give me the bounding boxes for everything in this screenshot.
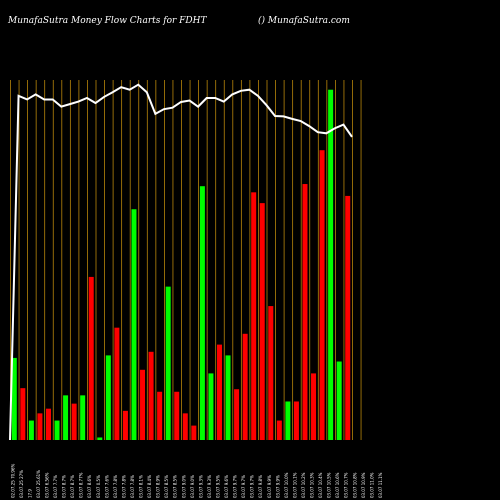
bar	[165, 286, 171, 440]
bar	[345, 195, 351, 440]
x-tick-label: 03.07 9.6%	[224, 475, 229, 498]
x-tick-label: 03.07 8.1%	[139, 475, 144, 498]
bar	[63, 395, 69, 440]
bar	[182, 413, 188, 440]
bar	[114, 327, 120, 440]
x-tick-label: 03.07 9.9%	[267, 475, 272, 498]
x-tick-label: 03.07 9.7%	[250, 475, 255, 498]
x-tick-label: 03.07 10.8%	[352, 472, 357, 498]
bar	[293, 401, 299, 440]
bar	[319, 150, 325, 440]
x-tick-label: 03.07 9.3%	[207, 475, 212, 498]
bar	[97, 437, 103, 440]
x-tick-label: 03.07 8.77%	[79, 472, 84, 498]
x-tick-label: 17.9	[27, 489, 32, 498]
bar	[45, 408, 51, 440]
bar	[105, 355, 111, 440]
bar	[71, 403, 77, 440]
bar	[131, 209, 137, 440]
x-tick-labels: 02.07.25 70.96% 03.07.25 27% 17.9 03.07 25.…	[10, 463, 383, 498]
x-tick-label: 03.07 10.0%	[284, 472, 289, 498]
money-flow-line-path	[9, 83, 353, 441]
bar	[157, 391, 163, 440]
x-tick-label: 03.07 8.6%	[87, 475, 92, 498]
x-tick-label: 03.07 8.9%	[156, 475, 161, 498]
bar	[268, 306, 274, 440]
bar	[216, 344, 222, 440]
bar	[311, 373, 317, 440]
bar	[328, 89, 334, 440]
x-tick-label: 03.07 8.7%	[70, 475, 75, 498]
bar	[225, 355, 231, 440]
x-tick-label: 03.07 9.7%	[233, 475, 238, 498]
x-tick-label: 02.07.25 70.96%	[10, 463, 15, 498]
bar	[80, 395, 86, 440]
x-tick-label: 03.07 9.0%	[190, 475, 195, 498]
x-tick-label: 03.07 10.7%	[344, 472, 349, 498]
bar	[259, 203, 265, 440]
x-tick-label: 03.07 9.8%	[258, 475, 263, 498]
bar	[37, 413, 43, 440]
x-tick-label: 03.07 9.5%	[215, 475, 220, 498]
money-flow-line	[9, 83, 353, 441]
bar	[285, 401, 291, 440]
grid	[10, 80, 362, 440]
x-tick-label: 03.07 10.1%	[292, 472, 297, 498]
bar	[54, 420, 60, 440]
bar	[191, 425, 197, 440]
x-tick-label: 03.07 7.8%	[113, 475, 118, 498]
bar	[20, 388, 26, 440]
x-tick-label: 03.07 9.9%	[275, 475, 280, 498]
bar	[242, 333, 248, 440]
chart-title: MunafaSutra Money Flow Charts for FDHT	[8, 16, 207, 26]
x-tick-label: 03.07 8.7%	[62, 475, 67, 498]
bar	[276, 420, 282, 440]
x-tick-label: 03.07 7.8%	[130, 475, 135, 498]
x-tick-label: 03.07 10.5%	[327, 472, 332, 498]
x-tick-label: 03.07 10.2%	[301, 472, 306, 498]
bar	[199, 186, 205, 440]
x-tick-label: 03.07 9.7%	[241, 475, 246, 498]
bar	[208, 373, 214, 440]
x-tick-label: 03.07 0.5%	[96, 475, 101, 498]
x-tick-label: 03.07 8.4%	[147, 475, 152, 498]
bar	[234, 389, 240, 440]
x-tick-label: 03.07 7.6%	[104, 475, 109, 498]
x-tick-label: 03.07 8.5%	[164, 475, 169, 498]
bar	[140, 369, 146, 440]
bar	[122, 410, 128, 440]
x-tick-label: 03.07 25.61%	[36, 470, 41, 498]
site-credit: () MunafaSutra.com	[258, 16, 350, 26]
bar	[302, 184, 308, 440]
x-tick-label: 03.07 6.56%	[44, 472, 49, 498]
bar	[148, 351, 154, 440]
x-tick-label: 03.07 10.9%	[361, 472, 366, 498]
bar	[88, 276, 94, 440]
x-tick-label: 03.07 10.6%	[335, 472, 340, 498]
x-tick-label: 03.07 7.7%	[53, 475, 58, 498]
x-tick-label: 03.07 11.1%	[378, 472, 383, 498]
x-tick-label: 03.07.25 27%	[19, 470, 24, 498]
x-tick-label: 03.07 10.4%	[318, 472, 323, 498]
bar	[11, 357, 17, 440]
bar	[28, 420, 34, 440]
bar	[174, 391, 180, 440]
x-tick-label: 03.07 11.0%	[369, 472, 374, 498]
x-tick-label: 03.07 10.3%	[310, 472, 315, 498]
x-tick-label: 03.07 7.8%	[121, 475, 126, 498]
x-tick-label: 03.07 8.5%	[173, 475, 178, 498]
x-tick-label: 03.07 9.0%	[181, 475, 186, 498]
bar	[336, 361, 342, 440]
bar	[251, 192, 257, 440]
x-tick-label: 03.07 9.3%	[198, 475, 203, 498]
bars	[11, 89, 351, 440]
